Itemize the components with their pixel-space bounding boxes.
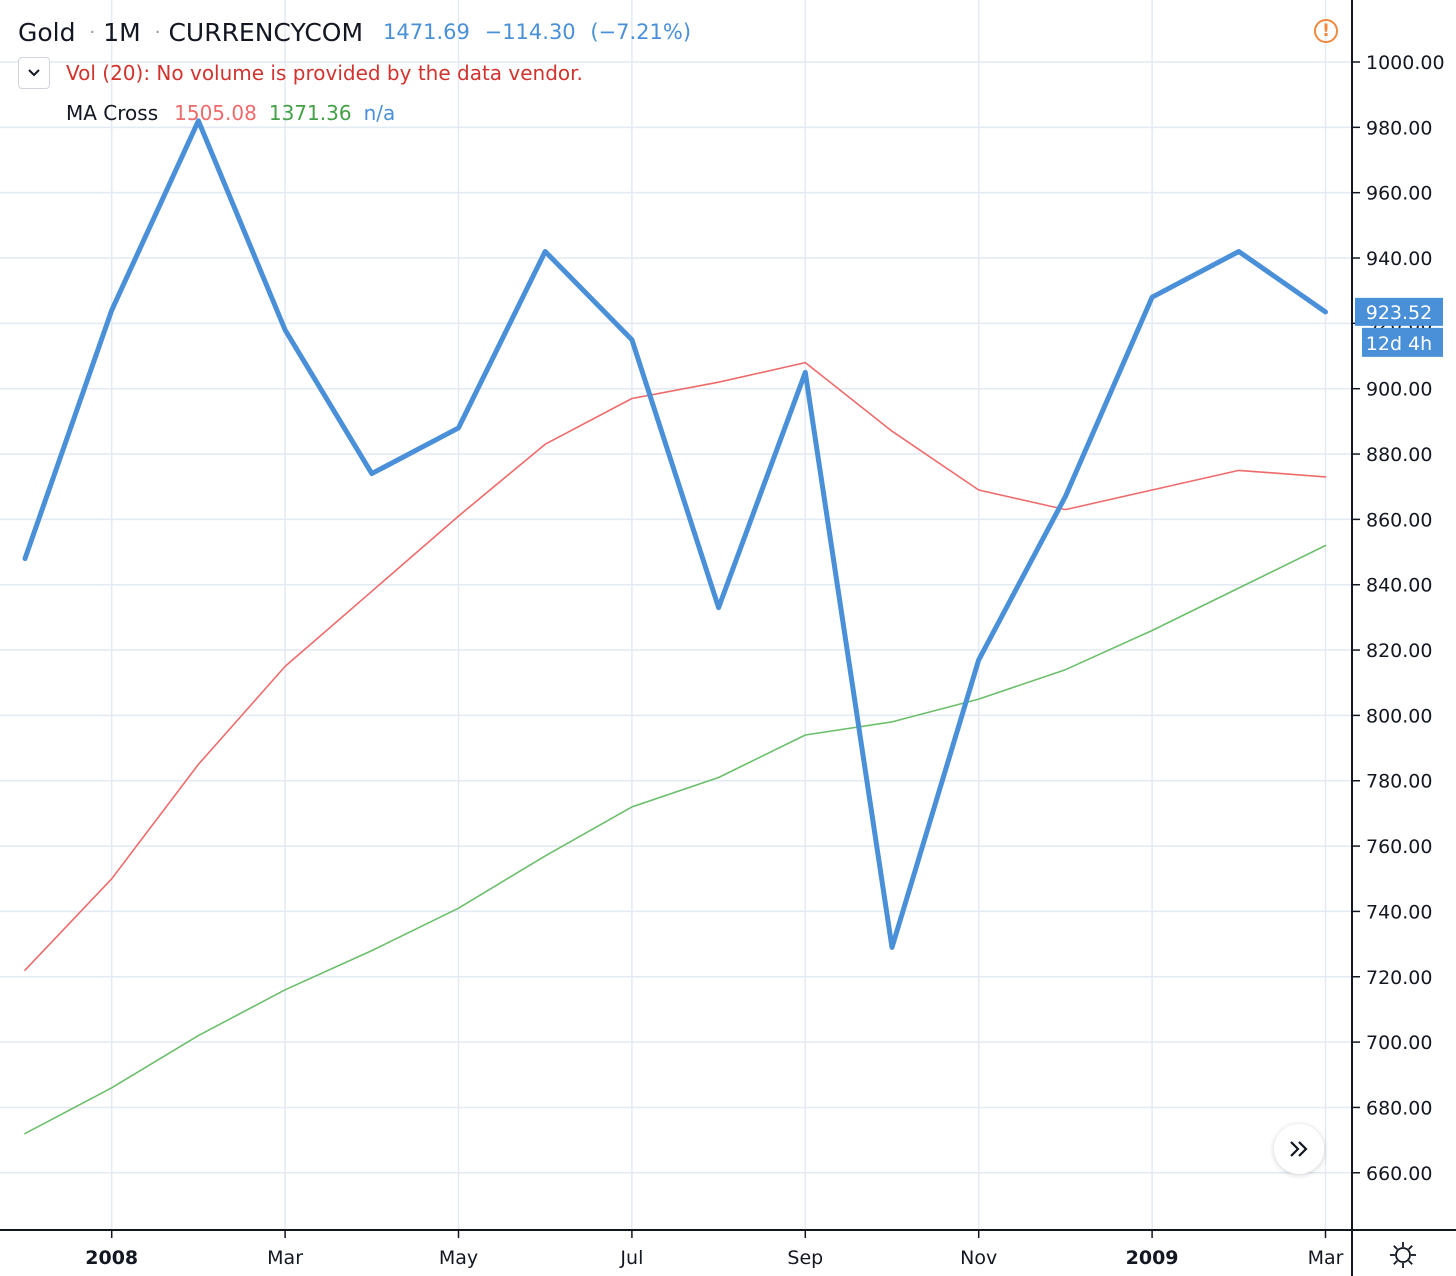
y-tick-label: 820.00 — [1366, 640, 1432, 662]
ma-cross-row: MA Cross 1505.08 1371.36 n/a — [66, 98, 699, 128]
x-tick-label: Mar — [267, 1247, 303, 1269]
y-tick-label: 720.00 — [1366, 967, 1432, 989]
quote-values: 1471.69 −114.30 (−7.21%) — [383, 20, 699, 44]
volume-row: Vol (20): No volume is provided by the d… — [18, 54, 699, 92]
x-tick-label: Nov — [960, 1247, 997, 1269]
y-tick-label: 900.00 — [1366, 379, 1432, 401]
scroll-to-realtime-button[interactable] — [1274, 1124, 1324, 1174]
price-change-percent: (−7.21%) — [590, 20, 692, 44]
warning-icon[interactable]: ! — [1314, 19, 1338, 43]
volume-indicator-text: Vol (20): No volume is provided by the d… — [66, 61, 583, 85]
y-tick-label: 980.00 — [1366, 117, 1432, 139]
y-tick-label: 860.00 — [1366, 509, 1432, 531]
source-label: CURRENCYCOM — [168, 17, 364, 47]
gear-icon[interactable] — [1388, 1240, 1418, 1270]
price-tag-label: 923.52 — [1366, 302, 1432, 324]
y-tick-label: 1000.00 — [1366, 52, 1445, 74]
y-tick-label: 880.00 — [1366, 444, 1432, 466]
x-tick-label: 2008 — [85, 1247, 138, 1269]
ma-cross-label[interactable]: MA Cross — [66, 101, 159, 125]
grid-lines — [0, 0, 1352, 1230]
double-chevron-right-icon — [1290, 1141, 1308, 1157]
price-change: −114.30 — [484, 20, 576, 44]
y-tick-label: 800.00 — [1366, 705, 1432, 727]
y-tick-label: 840.00 — [1366, 575, 1432, 597]
x-tick-label: May — [439, 1247, 478, 1269]
y-tick-label: 780.00 — [1366, 771, 1432, 793]
last-price: 1471.69 — [383, 20, 470, 44]
y-tick-label: 660.00 — [1366, 1163, 1432, 1185]
ma-fast-value: 1505.08 — [174, 101, 257, 125]
y-tick-label: 700.00 — [1366, 1032, 1432, 1054]
symbol-name[interactable]: Gold — [18, 17, 76, 47]
x-tick-label: Mar — [1308, 1247, 1344, 1269]
ma-slow-line — [24, 544, 1327, 1135]
y-tick-label: 760.00 — [1366, 836, 1432, 858]
price-tag-bg — [1355, 297, 1443, 326]
x-tick-label: 2009 — [1126, 1247, 1179, 1269]
y-tick-label: 680.00 — [1366, 1097, 1432, 1119]
separator-dot: · — [89, 21, 96, 43]
countdown-tag-label: 12d 4h — [1366, 333, 1432, 355]
x-tick-label: Sep — [787, 1247, 823, 1269]
interval-label[interactable]: 1M — [103, 17, 141, 47]
x-tick-label: Jul — [619, 1247, 643, 1269]
y-tick-label: 960.00 — [1366, 183, 1432, 205]
ma-slow-value: 1371.36 — [268, 101, 352, 125]
y-tick-label: 740.00 — [1366, 901, 1432, 923]
separator-dot: · — [154, 21, 161, 43]
price-line — [22, 118, 1328, 950]
series-lines — [22, 118, 1328, 1135]
collapse-legend-button[interactable] — [18, 57, 50, 89]
symbol-row: Gold · 1M · CURRENCYCOM 1471.69 −114.30 … — [18, 14, 699, 50]
ma-cross-value: n/a — [363, 101, 396, 125]
ma-fast-line — [24, 361, 1327, 972]
chevron-down-icon — [28, 69, 40, 77]
y-tick-label: 940.00 — [1366, 248, 1432, 270]
chart-legend: Gold · 1M · CURRENCYCOM 1471.69 −114.30 … — [18, 14, 699, 128]
countdown-tag-bg — [1362, 327, 1443, 357]
